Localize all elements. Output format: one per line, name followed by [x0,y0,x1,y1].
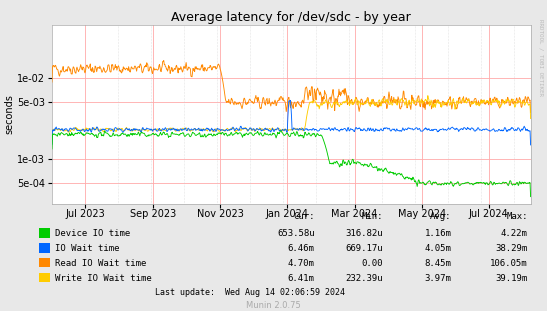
Text: Munin 2.0.75: Munin 2.0.75 [246,301,301,310]
Text: Cur:: Cur: [293,212,315,221]
Text: 4.70m: 4.70m [288,259,315,268]
Text: 232.39u: 232.39u [345,274,383,283]
Y-axis label: seconds: seconds [4,94,14,134]
Text: Last update:  Wed Aug 14 02:06:59 2024: Last update: Wed Aug 14 02:06:59 2024 [155,289,345,297]
Text: 4.05m: 4.05m [424,244,451,253]
Text: 316.82u: 316.82u [345,230,383,238]
Title: Average latency for /dev/sdc - by year: Average latency for /dev/sdc - by year [171,11,411,24]
Text: 3.97m: 3.97m [424,274,451,283]
Text: Device IO time: Device IO time [55,230,130,238]
Text: 653.58u: 653.58u [277,230,315,238]
Text: 669.17u: 669.17u [345,244,383,253]
Text: Write IO Wait time: Write IO Wait time [55,274,152,283]
Text: 39.19m: 39.19m [496,274,528,283]
Text: Min:: Min: [362,212,383,221]
Text: 4.22m: 4.22m [501,230,528,238]
Text: 6.41m: 6.41m [288,274,315,283]
Text: 8.45m: 8.45m [424,259,451,268]
Text: 106.05m: 106.05m [490,259,528,268]
Text: Read IO Wait time: Read IO Wait time [55,259,146,268]
Text: 6.46m: 6.46m [288,244,315,253]
Text: RRDTOOL / TOBI OETIKER: RRDTOOL / TOBI OETIKER [538,19,543,96]
Text: 0.00: 0.00 [362,259,383,268]
Text: IO Wait time: IO Wait time [55,244,119,253]
Text: 1.16m: 1.16m [424,230,451,238]
Text: Max:: Max: [507,212,528,221]
Text: 38.29m: 38.29m [496,244,528,253]
Text: Avg:: Avg: [430,212,451,221]
